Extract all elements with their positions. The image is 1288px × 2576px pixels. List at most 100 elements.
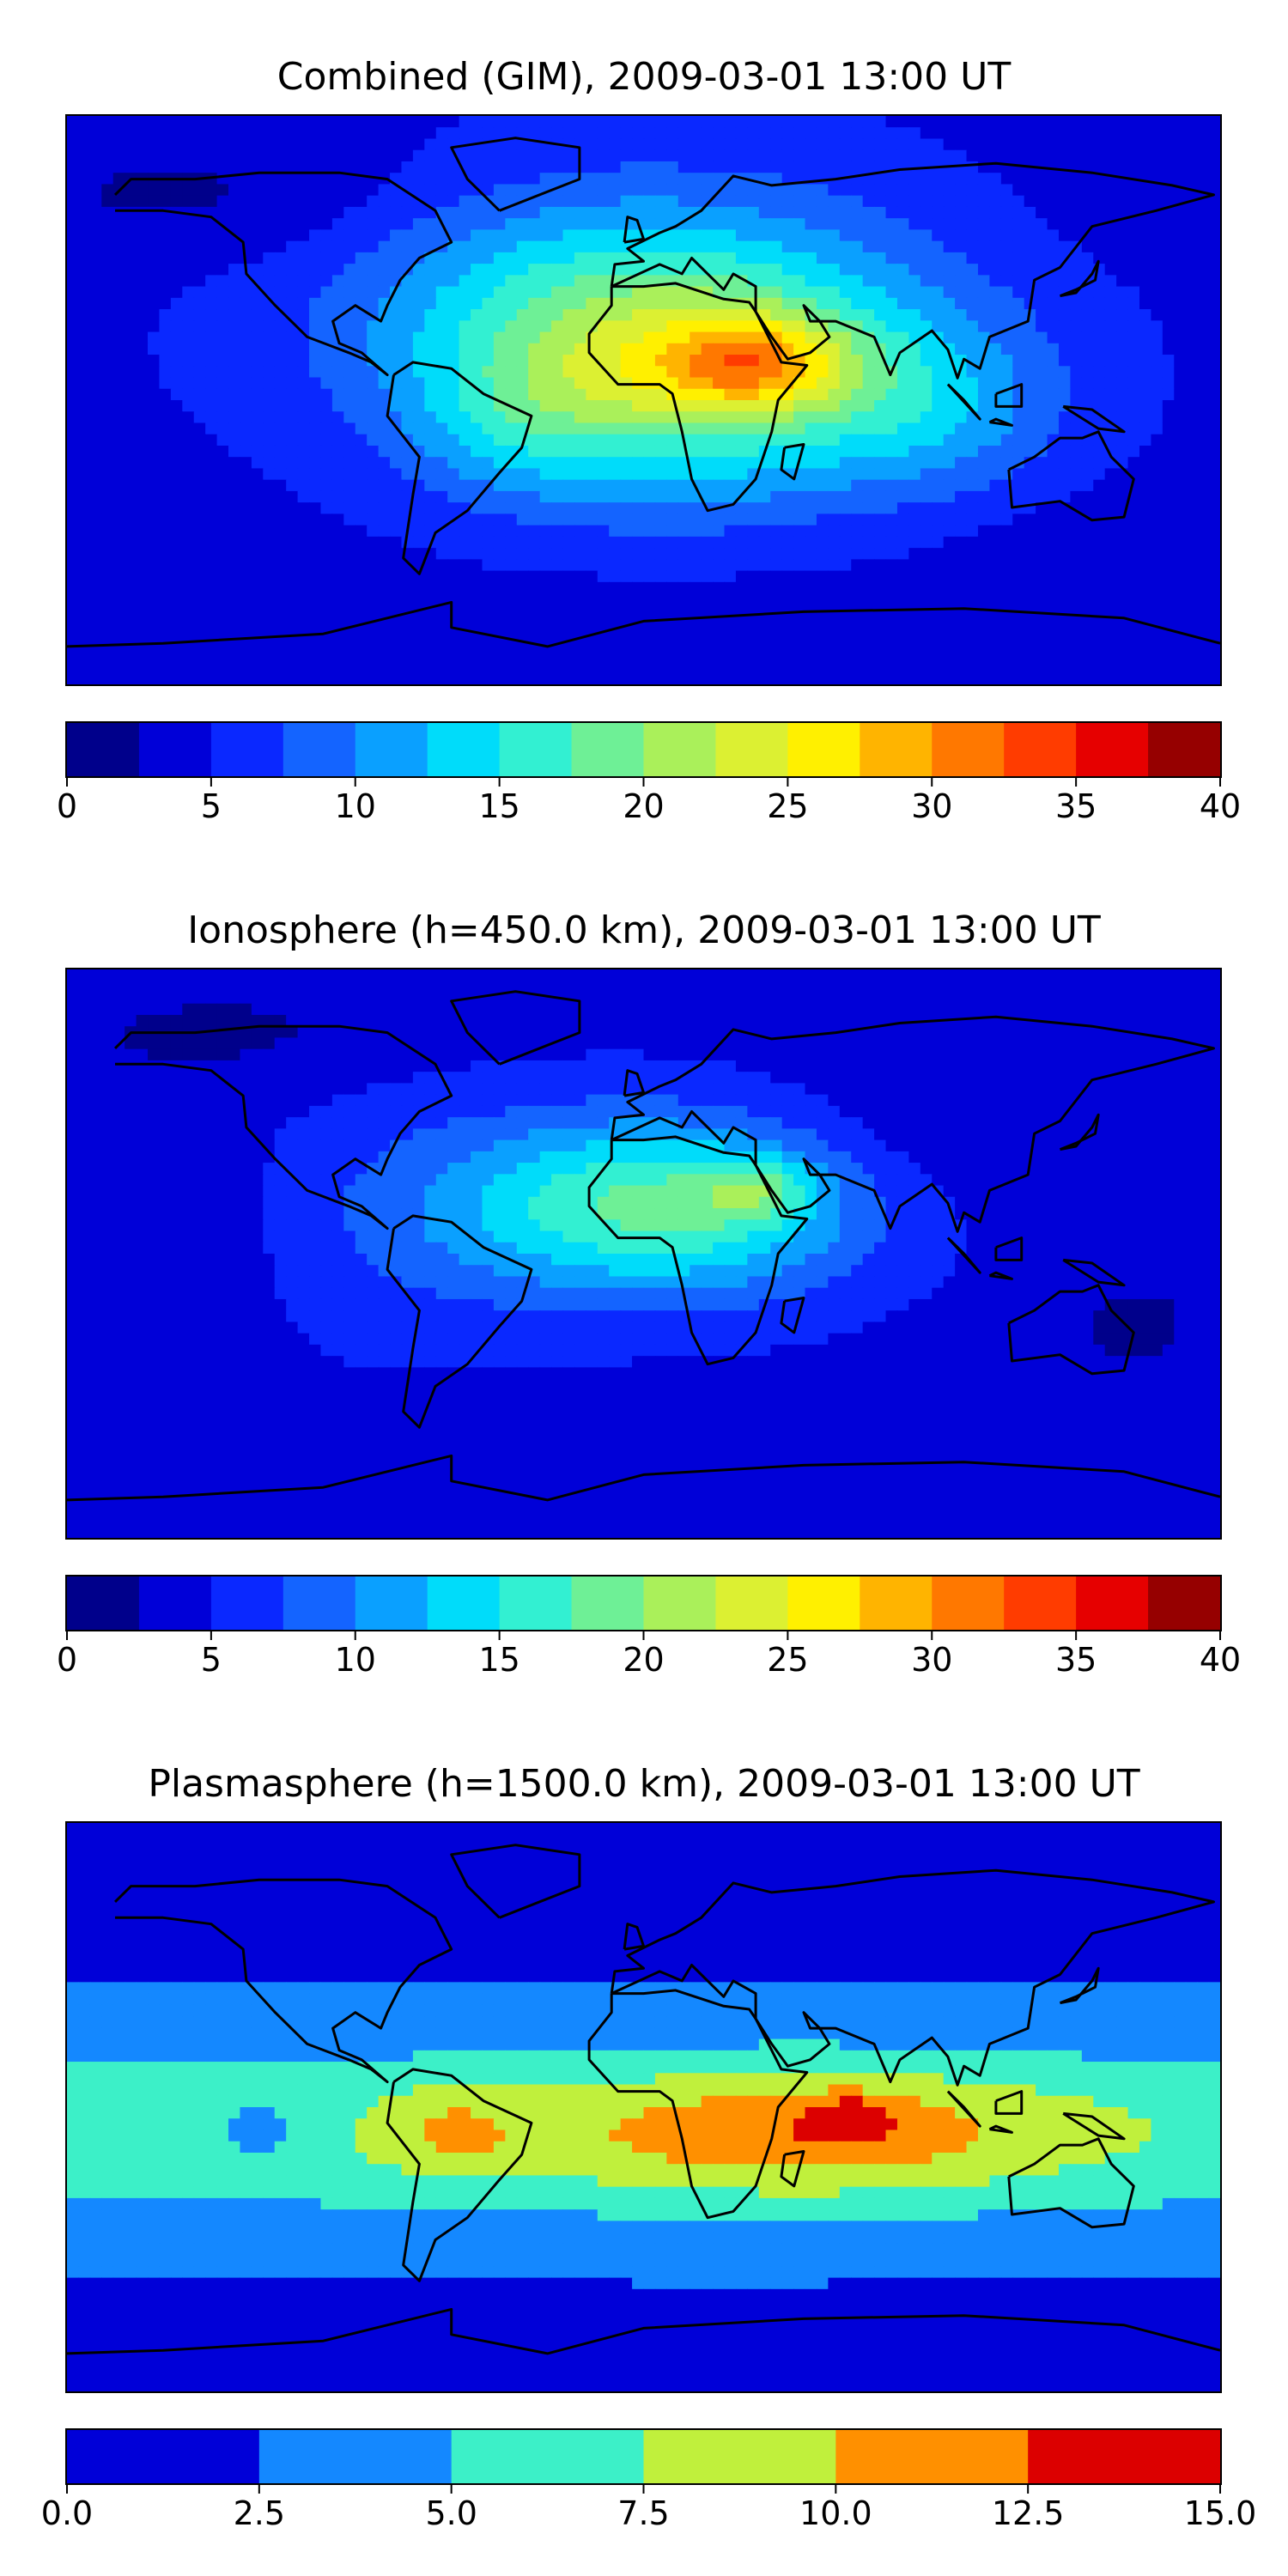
field-cell [505, 161, 518, 173]
field-cell [874, 411, 887, 424]
field-cell [816, 218, 829, 230]
field-cell [101, 366, 114, 379]
field-cell [781, 661, 794, 674]
field-cell [551, 525, 564, 538]
field-cell [701, 570, 714, 583]
field-cell [505, 149, 518, 162]
field-cell [713, 513, 726, 526]
field-cell [493, 411, 506, 424]
field-cell [977, 264, 990, 276]
field-cell [228, 331, 241, 344]
field-cell [1139, 138, 1152, 151]
field-cell [885, 422, 898, 435]
field-cell [216, 388, 229, 401]
field-cell [148, 127, 161, 140]
field-cell [343, 616, 356, 629]
field-cell [747, 161, 760, 173]
field-cell [562, 331, 575, 344]
field-cell [1081, 445, 1094, 458]
field-cell [1174, 377, 1187, 390]
field-cell [781, 525, 794, 538]
field-cell [908, 184, 921, 197]
field-cell [966, 422, 979, 435]
field-cell [205, 422, 218, 435]
field-cell [263, 320, 276, 333]
field-cell [412, 672, 425, 684]
field-cell [343, 138, 356, 151]
field-cell [1000, 366, 1013, 379]
field-cell [966, 297, 979, 310]
field-cell [493, 275, 506, 288]
field-cell [89, 388, 102, 401]
field-cell [112, 627, 125, 640]
field-cell [378, 661, 391, 674]
field-cell [412, 297, 425, 310]
field-cell [274, 570, 287, 583]
field-cell [101, 581, 114, 594]
field-cell [643, 400, 656, 412]
field-cell [378, 639, 391, 651]
field-cell [263, 548, 276, 560]
field-cell [251, 650, 264, 663]
field-cell [89, 320, 102, 333]
field-cell [1047, 513, 1060, 526]
field-cell [597, 116, 610, 128]
field-cell [390, 116, 403, 128]
field-cell [1116, 161, 1129, 173]
field-cell [620, 309, 633, 321]
field-cell [193, 627, 206, 640]
field-cell [1081, 672, 1094, 684]
field-cell [943, 468, 956, 481]
field-cell [89, 570, 102, 583]
field-cell [274, 149, 287, 162]
field-cell [632, 548, 645, 560]
field-cell [390, 240, 403, 253]
field-cell [793, 400, 806, 412]
field-cell [1000, 229, 1013, 242]
field-cell [690, 388, 702, 401]
field-cell [67, 457, 80, 470]
field-cell [713, 434, 726, 447]
field-cell [482, 240, 495, 253]
field-cell [1012, 138, 1025, 151]
field-cell [1197, 581, 1210, 594]
field-cell [666, 127, 679, 140]
field-cell [1104, 434, 1117, 447]
field-cell [482, 264, 495, 276]
field-cell [677, 605, 690, 617]
field-cell [874, 548, 887, 560]
field-cell [78, 627, 91, 640]
field-cell [735, 116, 748, 128]
field-cell [320, 445, 333, 458]
field-cell [701, 536, 714, 549]
field-cell [609, 320, 622, 333]
field-cell [862, 275, 875, 288]
field-cell [1093, 672, 1106, 684]
field-cell [677, 661, 690, 674]
field-cell [125, 286, 137, 299]
field-cell [1185, 650, 1198, 663]
field-cell [539, 173, 552, 185]
field-cell [1162, 138, 1175, 151]
field-cell [574, 593, 586, 605]
field-cell [597, 479, 610, 492]
field-cell [240, 116, 252, 128]
field-cell [193, 548, 206, 560]
field-cell [874, 559, 887, 572]
field-cell [401, 445, 414, 458]
field-cell [932, 605, 945, 617]
field-cell [713, 331, 726, 344]
field-cell [977, 513, 990, 526]
field-cell [770, 127, 783, 140]
field-cell [551, 195, 564, 208]
field-cell [1151, 366, 1163, 379]
field-cell [690, 411, 702, 424]
field-cell [170, 570, 183, 583]
field-cell [390, 581, 403, 594]
field-cell [1151, 195, 1163, 208]
field-cell [1047, 400, 1060, 412]
field-cell [297, 468, 310, 481]
field-cell [516, 206, 529, 219]
field-cell [112, 331, 125, 344]
field-cell [1000, 343, 1013, 355]
